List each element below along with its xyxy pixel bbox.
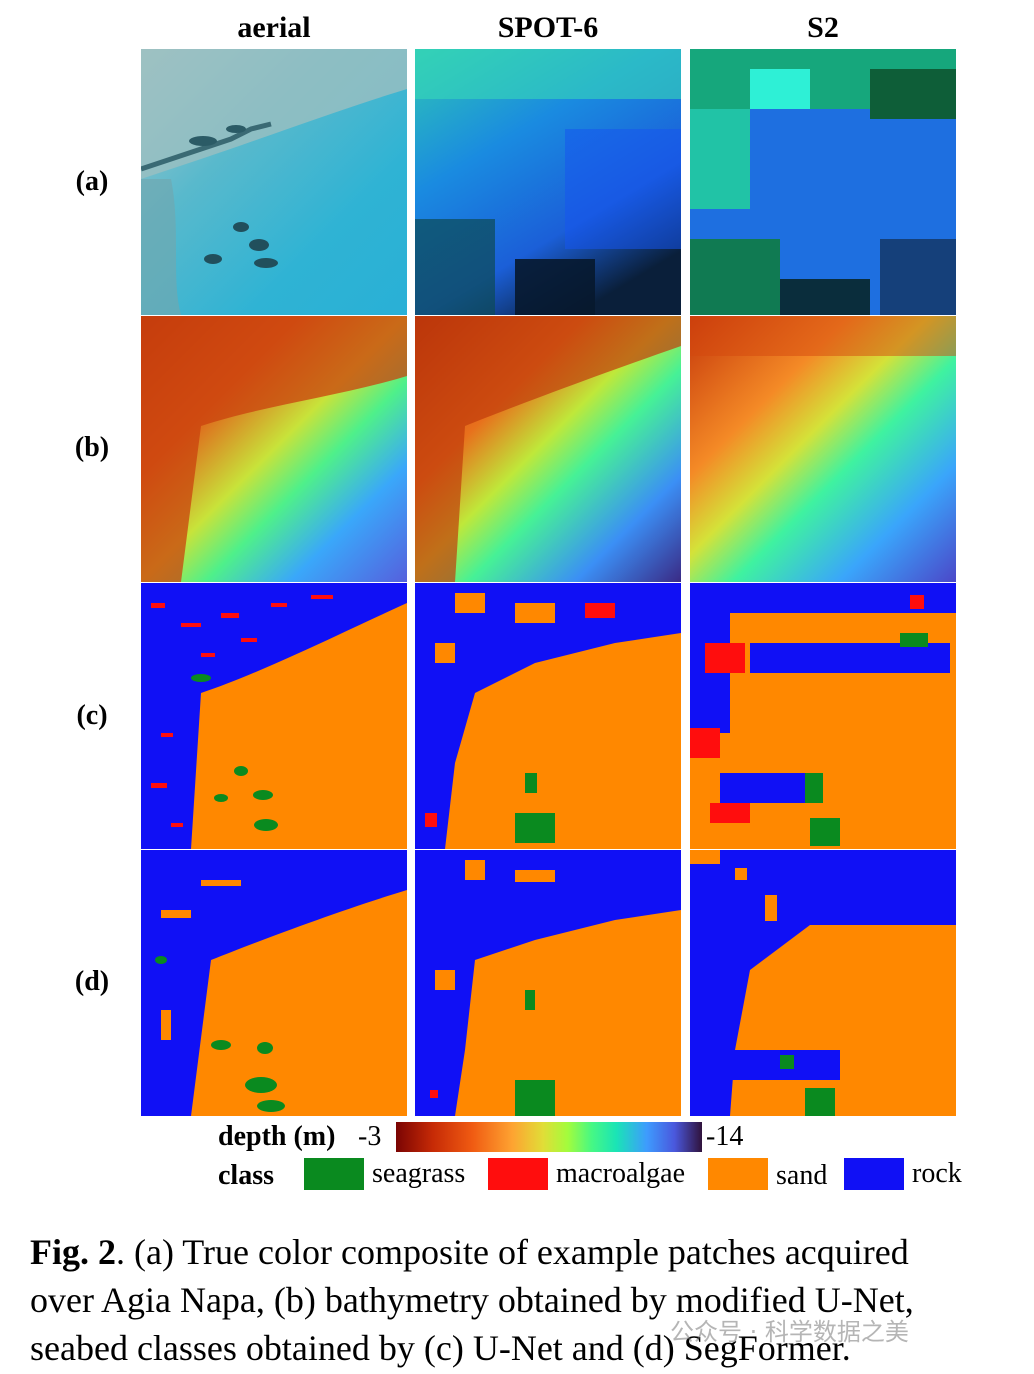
rock-swatch — [844, 1158, 904, 1190]
sand-label: sand — [776, 1160, 828, 1191]
sand-swatch — [708, 1158, 768, 1190]
depth-legend-label: depth (m) — [218, 1121, 336, 1152]
row-label-d: (d) — [74, 966, 110, 997]
figure-caption-line-1: Fig. 2. (a) True color composite of exam… — [30, 1228, 1020, 1276]
panel-a-spot6 — [415, 49, 681, 315]
depth-colorbar — [396, 1122, 702, 1152]
panel-c-s2 — [690, 583, 956, 849]
figure-caption-line-2: over Agia Napa, (b) bathymetry obtained … — [30, 1280, 914, 1320]
depth-max-label: -14 — [706, 1121, 744, 1152]
panel-c-aerial — [141, 583, 407, 849]
panel-b-aerial — [141, 316, 407, 582]
caption-text-1: . (a) True color composite of example pa… — [116, 1232, 909, 1272]
row-label-b: (b) — [74, 432, 110, 463]
column-title-s2: S2 — [807, 11, 839, 44]
panel-b-s2 — [690, 316, 956, 582]
panel-c-spot6 — [415, 583, 681, 849]
seagrass-swatch — [304, 1158, 364, 1190]
panel-d-spot6 — [415, 850, 681, 1116]
row-label-c: (c) — [76, 700, 108, 731]
panel-d-aerial — [141, 850, 407, 1116]
figure-caption-line-3: seabed classes obtained by (c) U-Net and… — [30, 1328, 851, 1368]
depth-min-label: -3 — [358, 1121, 382, 1152]
panel-a-s2 — [690, 49, 956, 315]
watermark: 公众号 · 科学数据之美 — [670, 1318, 909, 1346]
macroalgae-swatch — [488, 1158, 548, 1190]
rock-label: rock — [912, 1158, 962, 1189]
panel-d-s2 — [690, 850, 956, 1116]
seagrass-label: seagrass — [372, 1158, 466, 1189]
panel-b-spot6 — [415, 316, 681, 582]
figure-label: Fig. 2 — [30, 1232, 116, 1272]
column-title-aerial: aerial — [237, 11, 311, 44]
macroalgae-label: macroalgae — [556, 1158, 686, 1189]
panel-a-aerial — [141, 49, 407, 315]
class-legend-label: class — [218, 1160, 274, 1191]
column-title-spot6: SPOT-6 — [497, 11, 599, 44]
row-label-a: (a) — [75, 166, 109, 197]
